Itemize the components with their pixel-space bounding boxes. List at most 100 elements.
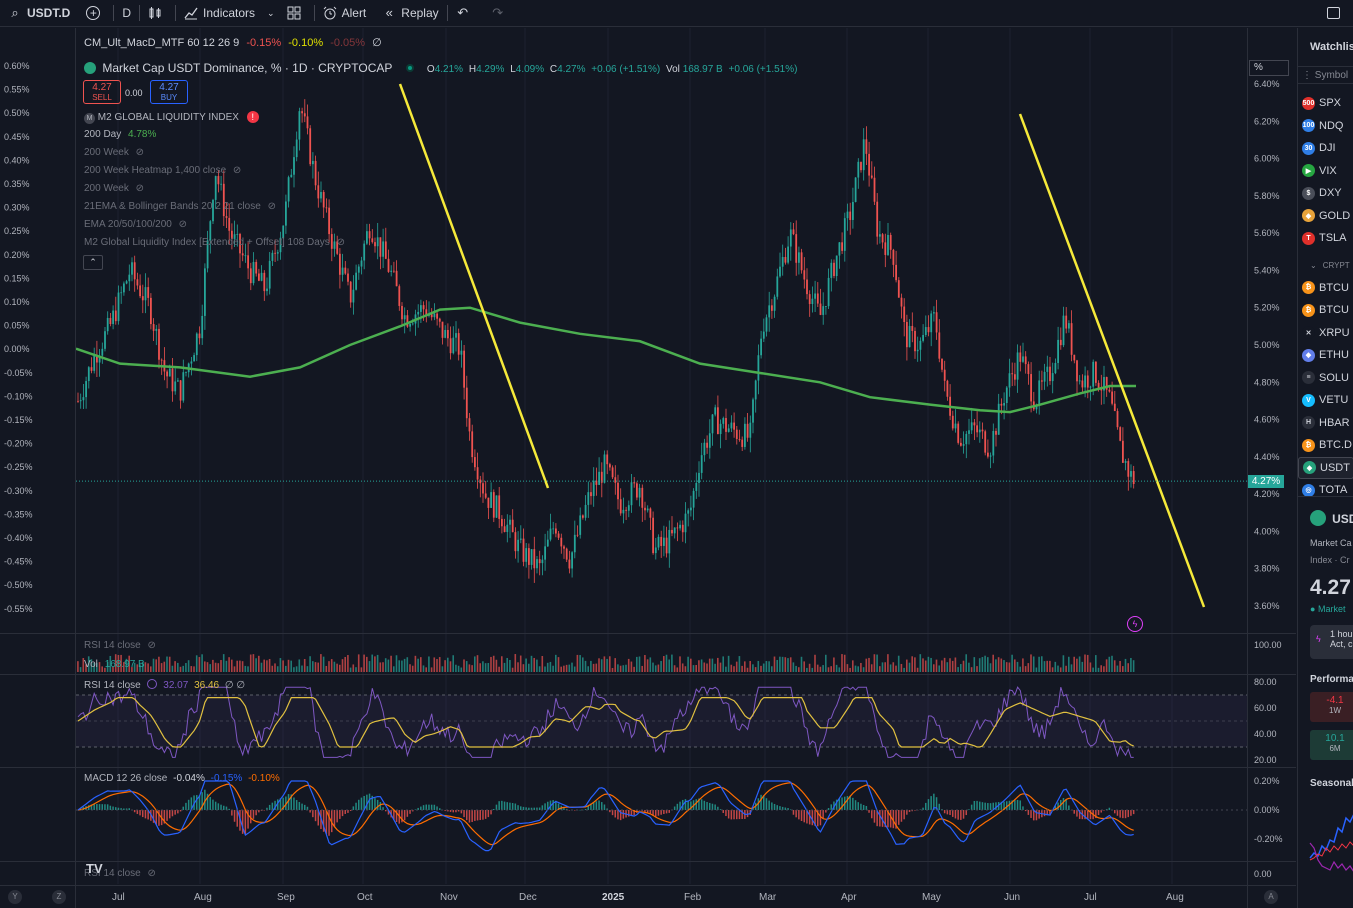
watchlist-item[interactable]: ◆ USDT (1298, 456, 1353, 479)
interval-button[interactable]: D (114, 0, 139, 27)
watchlist-section-header[interactable]: ⌄ CRYPT (1298, 254, 1353, 276)
indicator-200week2-legend[interactable]: 200 Week ⊘ (84, 183, 144, 194)
macd-histogram-bar (1011, 800, 1013, 810)
candle-body (706, 442, 708, 448)
y-axis-toggle-button[interactable]: Y (8, 890, 22, 904)
watchlist-item[interactable]: 500 SPX (1298, 92, 1353, 114)
main-series-legend[interactable]: Market Cap USDT Dominance, % · 1D · CRYP… (84, 61, 797, 75)
candle-body (946, 380, 949, 397)
percent-scale-badge[interactable]: % (1249, 60, 1289, 76)
watchlist-item[interactable]: ₿ BTCU (1298, 277, 1353, 299)
macd-histogram-bar (498, 801, 500, 810)
macd-histogram-bar (709, 802, 711, 810)
pane-divider[interactable] (0, 767, 1296, 768)
replay-button[interactable]: « Replay (374, 0, 446, 27)
indicator-bollinger-legend[interactable]: 21EMA & Bollinger Bands 20 2 21 close ⊘ (84, 201, 276, 212)
chart-canvas[interactable]: 6.40% 6.20% 6.00% 5.80% 5.60% 5.40% 5.20% 5.00%… (0, 28, 1296, 908)
volume-bar (976, 666, 978, 672)
symbol-column-header[interactable]: ⋮ Symbol (1298, 66, 1353, 84)
volume-bar (328, 661, 330, 672)
indicator-200week-legend[interactable]: 200 Week ⊘ (84, 147, 144, 158)
right-price-scale[interactable] (1247, 28, 1296, 908)
macd-histogram-bar (309, 810, 311, 813)
redo-button[interactable]: ↷ (483, 0, 518, 27)
macd-histogram-bar (790, 809, 792, 810)
watchlist-item[interactable]: ◆ ETHU (1298, 344, 1353, 366)
candle-body (627, 505, 630, 511)
watchlist-item[interactable]: H HBAR (1298, 412, 1353, 434)
rsi-faded-legend[interactable]: RSI 14 close ⊘ (84, 640, 156, 651)
volume-bar (973, 657, 976, 672)
sell-button[interactable]: 4.27 SELL (83, 80, 121, 104)
news-card[interactable]: ϟ 1 hou Act, c (1310, 625, 1353, 659)
zoom-toggle-button[interactable]: Z (52, 890, 66, 904)
symbol-search-button[interactable]: ⌕ USDT.D (0, 0, 78, 27)
watchlist-item[interactable]: ₿ BTCU (1298, 299, 1353, 321)
candle-body (708, 433, 711, 448)
candle-body (482, 483, 484, 494)
lightning-icon[interactable]: ϟ (1127, 616, 1143, 632)
indicators-button[interactable]: Indicators (176, 0, 263, 27)
macd-histogram-bar (746, 810, 749, 818)
time-axis-label: Aug (1166, 892, 1184, 903)
indicator-ema-legend[interactable]: EMA 20/50/100/200 ⊘ (84, 219, 187, 230)
watchlist-item[interactable]: ◎ TOTA (1298, 479, 1353, 501)
indicator-m2-extended-legend[interactable]: M2 Global Liquidity Index [Extended + Of… (84, 237, 345, 248)
volume-bar (401, 660, 403, 672)
indicators-dropdown-button[interactable]: ⌄ (263, 0, 279, 27)
candle-body (811, 298, 814, 305)
pane-divider[interactable] (0, 861, 1296, 862)
watchlist-item[interactable]: ✕ XRPU (1298, 322, 1353, 344)
undo-button[interactable]: ↶ (448, 0, 483, 27)
indicator-heatmap-legend[interactable]: 200 Week Heatmap 1,400 close ⊘ (84, 165, 241, 176)
watchlist-item[interactable]: ▶ VIX (1298, 160, 1353, 182)
chart-area[interactable]: 6.40% 6.20% 6.00% 5.80% 5.60% 5.40% 5.20% 5.00%… (0, 28, 1296, 908)
watchlist-item[interactable]: 30 DJI (1298, 137, 1353, 159)
macd-histogram-bar (1084, 810, 1086, 820)
watchlist-item[interactable]: ₿ BTC.D (1298, 434, 1353, 456)
hidden-icon: ∅ (372, 37, 382, 49)
bottom-rsi-legend[interactable]: RSI 14 close ⊘ (84, 868, 156, 879)
auto-scale-button[interactable]: A (1264, 890, 1278, 904)
watchlist-item[interactable]: V VETU (1298, 389, 1353, 411)
pane-divider[interactable] (0, 674, 1296, 675)
macd-histogram-bar (736, 810, 738, 820)
volume-bar (938, 665, 940, 672)
macd-histogram-bar (987, 803, 989, 810)
alert-button[interactable]: Alert (315, 0, 375, 27)
watchlist-item[interactable]: 100 NDQ (1298, 115, 1353, 137)
buy-button[interactable]: 4.27 BUY (150, 80, 188, 104)
candle-body (468, 418, 471, 432)
rsi-legend[interactable]: RSI 14 close 32.07 36.46 ∅ ∅ (84, 679, 245, 691)
panel-toggle-button[interactable] (1319, 0, 1353, 27)
watchlist-item[interactable]: T TSLA (1298, 227, 1353, 249)
tradingview-logo[interactable]: TV (86, 861, 103, 876)
candle-body (1019, 352, 1022, 362)
chevron-up-icon: ⌃ (89, 257, 97, 267)
volume-bar (911, 656, 913, 672)
candle-body (717, 407, 719, 435)
indicator-m2-legend[interactable]: M M2 GLOBAL LIQUIDITY INDEX ! (84, 111, 259, 124)
chart-type-button[interactable] (140, 0, 175, 27)
macd-mtf-legend[interactable]: CM_Ult_MacD_MTF 60 12 26 9 -0.15% -0.10%… (84, 36, 382, 49)
watchlist-item[interactable]: $ DXY (1298, 182, 1353, 204)
layouts-button[interactable] (279, 0, 314, 27)
macd-histogram-bar (884, 810, 886, 828)
volume-bar (987, 657, 989, 672)
macd-legend[interactable]: MACD 12 26 close -0.04% -0.15% -0.10% (84, 773, 280, 784)
compare-symbol-button[interactable]: + (78, 0, 113, 27)
pane-divider[interactable] (0, 633, 1296, 634)
watchlist-title[interactable]: Watchlis (1310, 41, 1353, 53)
trendline (398, 83, 550, 489)
candle-body (911, 325, 914, 331)
indicator-200day-legend[interactable]: 200 Day 4.78% (84, 129, 156, 140)
watchlist-item[interactable]: ◆ GOLD (1298, 205, 1353, 227)
watchlist-item[interactable]: ≡ SOLU (1298, 367, 1353, 389)
volume-bar (1084, 654, 1086, 672)
volume-bar (201, 654, 203, 672)
left-price-scale[interactable] (0, 28, 76, 908)
macd-histogram-bar (981, 802, 984, 810)
volume-bar (690, 658, 692, 672)
volume-legend[interactable]: Vol 168.97 B (84, 659, 145, 670)
collapse-legend-button[interactable]: ⌃ (83, 255, 103, 270)
